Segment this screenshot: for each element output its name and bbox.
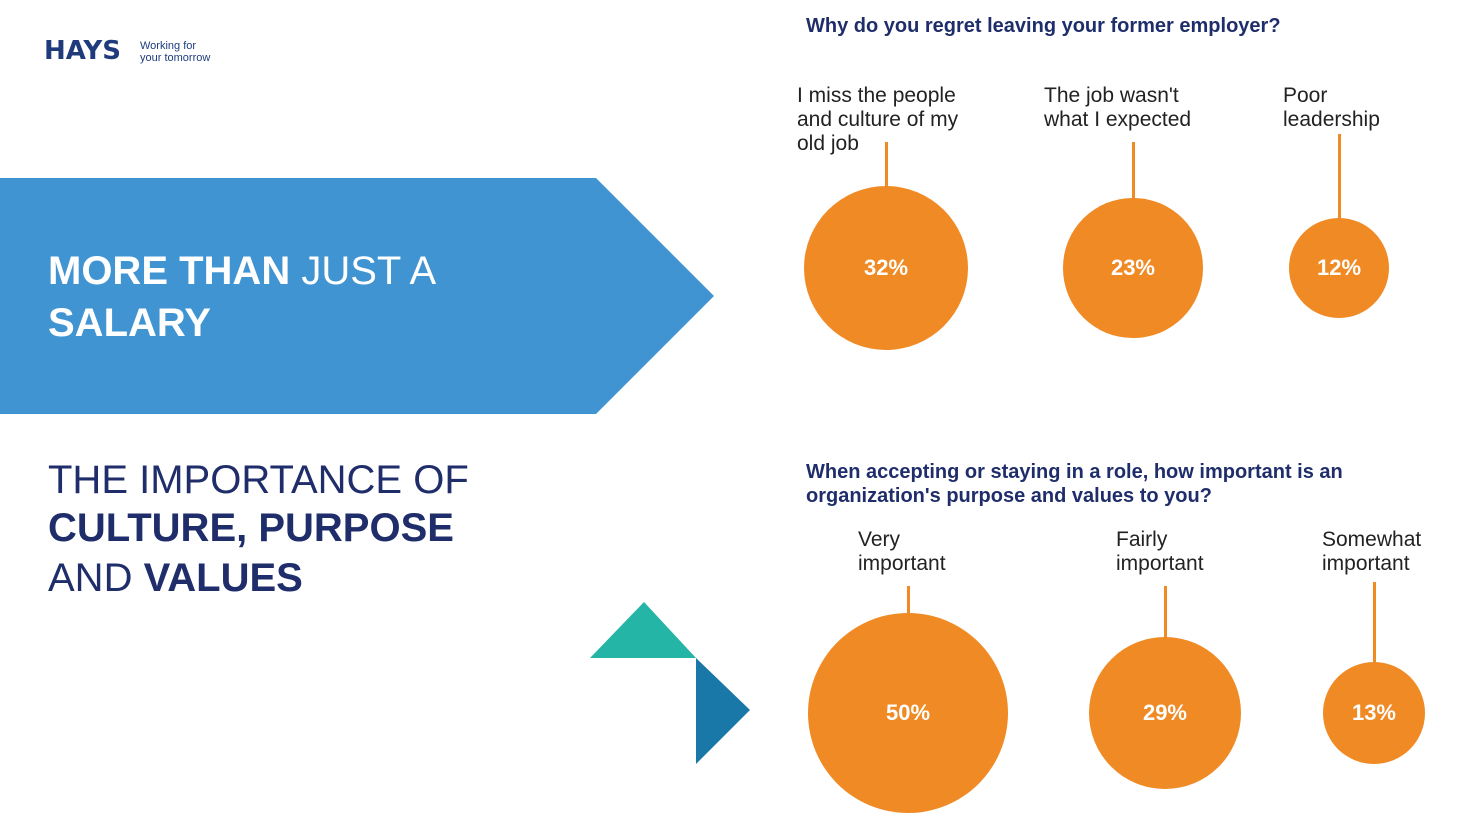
category-label-line: what I expected (1044, 108, 1192, 131)
chart-1-bubble: 32% (804, 186, 968, 350)
chart-1-bubble: 12% (1288, 217, 1390, 319)
category-label-line: The job wasn't (1044, 84, 1179, 107)
category-label-line: and culture of my (797, 108, 959, 131)
banner-salary-text: SALARY (48, 301, 211, 345)
category-label-line: Somewhat (1322, 528, 1422, 551)
banner-light-text: JUST A (301, 249, 437, 293)
decorative-triangles (590, 602, 750, 764)
category-label-line: Poor (1283, 84, 1328, 107)
chart-2-title: When accepting or staying in a role, how… (806, 460, 1446, 508)
chart-1-category-label: The job wasn't what I expected (1044, 84, 1191, 132)
category-label-line: Very (858, 528, 901, 551)
category-label-line: leadership (1283, 108, 1380, 131)
subheading-light-1: THE IMPORTANCE OF (48, 458, 469, 502)
chart-1-bubble: 23% (1063, 198, 1203, 338)
category-label-line: old job (797, 132, 859, 155)
hays-logo: HAYS (44, 36, 121, 66)
chart-1-stem (1338, 134, 1341, 220)
subheading-line-1: THE IMPORTANCE OF (48, 456, 469, 504)
category-label-line: important (1116, 552, 1204, 575)
category-label-line: important (858, 552, 946, 575)
subheading-bold-2: CULTURE, PURPOSE (48, 506, 454, 550)
logo-tagline: Working for your tomorrow (140, 40, 210, 64)
chart-2-bubble: 50% (808, 613, 1008, 813)
banner-arrow (0, 178, 714, 414)
chart-1-value-label: 32% (863, 255, 909, 280)
chart-2-category-label: Very important (858, 528, 946, 576)
banner-line-2: SALARY (48, 300, 211, 346)
chart-1-stem (885, 142, 888, 188)
chart-2-stem (1373, 582, 1376, 664)
chart-2-stem (907, 586, 910, 615)
chart-1-title: Why do you regret leaving your former em… (806, 15, 1281, 37)
logo-tagline-line-1: Working for (140, 40, 197, 52)
chart-2-stem (1164, 586, 1167, 639)
chart-1-value-label: 23% (1110, 254, 1155, 280)
chart-2-category-label: Fairly important (1116, 528, 1204, 576)
chart-2-title-line-1: When accepting or staying in a role, how… (806, 461, 1343, 483)
category-label-line: I miss the people (797, 84, 956, 107)
category-label-line: Fairly (1116, 528, 1168, 551)
subheading-line-3: AND VALUES (48, 554, 303, 602)
chart-2-bubble: 13% (1323, 662, 1425, 764)
banner-bold-text: MORE THAN (48, 249, 291, 293)
chart-1-category-label: Poor leadership (1283, 84, 1380, 132)
chart-2-category-label: Somewhat important (1322, 528, 1421, 576)
chart-2-bubble: 29% (1088, 636, 1242, 790)
blue-triangle (696, 658, 750, 764)
subheading-light-3: AND (48, 556, 133, 600)
subheading-bold-3: VALUES (143, 556, 303, 600)
banner-line-1: MORE THAN JUST A (48, 248, 436, 294)
chart-1-stem (1132, 142, 1135, 201)
subheading-line-2: CULTURE, PURPOSE (48, 504, 454, 552)
logo-tagline-line-2: your tomorrow (140, 52, 211, 64)
chart-1-value-label: 12% (1316, 254, 1362, 280)
chart-2-title-line-2: organization's purpose and values to you… (806, 485, 1212, 507)
category-label-line: important (1322, 552, 1410, 575)
teal-triangle (590, 602, 696, 658)
chart-1-category-label: I miss the people and culture of my old jo… (797, 84, 958, 156)
chart-2-value-label: 50% (885, 700, 931, 725)
chart-2-value-label: 29% (1142, 699, 1187, 725)
chart-2-value-label: 13% (1351, 699, 1396, 725)
